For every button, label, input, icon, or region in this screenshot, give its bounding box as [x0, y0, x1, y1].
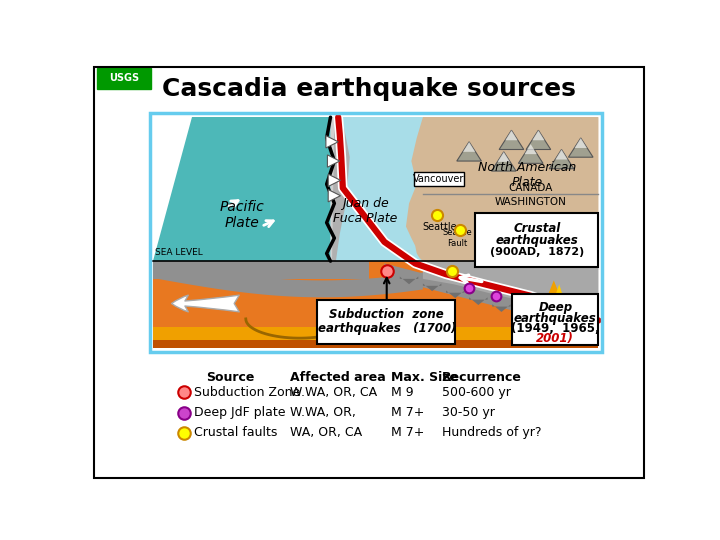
Polygon shape [332, 117, 350, 261]
Text: M 9: M 9 [390, 386, 413, 399]
Polygon shape [400, 276, 418, 284]
Polygon shape [550, 284, 567, 311]
Polygon shape [518, 144, 543, 164]
Polygon shape [446, 291, 464, 298]
Text: Affected area: Affected area [290, 372, 386, 384]
Text: Recurrence: Recurrence [442, 372, 522, 384]
Polygon shape [328, 155, 340, 167]
Text: earthquakes: earthquakes [495, 234, 578, 247]
Polygon shape [575, 138, 587, 148]
Polygon shape [330, 117, 348, 261]
Text: Seattle
Fault: Seattle Fault [443, 228, 472, 248]
Polygon shape [153, 261, 369, 279]
Text: CANADA: CANADA [508, 183, 553, 193]
Polygon shape [153, 327, 598, 348]
Polygon shape [539, 280, 570, 319]
Text: Subduction  zone: Subduction zone [329, 308, 444, 321]
Polygon shape [330, 117, 423, 261]
Polygon shape [406, 117, 598, 261]
Text: 30-50 yr: 30-50 yr [442, 406, 495, 420]
Text: earthquakes   (1700): earthquakes (1700) [318, 322, 456, 335]
Polygon shape [469, 298, 487, 305]
Polygon shape [525, 144, 537, 154]
Text: SEA LEVEL: SEA LEVEL [155, 248, 203, 257]
Polygon shape [555, 150, 567, 159]
Polygon shape [423, 261, 598, 318]
Polygon shape [153, 117, 330, 261]
Text: Vancouver: Vancouver [413, 174, 464, 184]
Polygon shape [326, 136, 338, 148]
FancyBboxPatch shape [475, 213, 598, 267]
Text: Crustal: Crustal [513, 222, 560, 235]
Polygon shape [384, 264, 598, 333]
Polygon shape [498, 152, 510, 162]
Text: USGS: USGS [109, 73, 139, 83]
Polygon shape [568, 138, 593, 157]
Text: Seattle: Seattle [423, 221, 457, 232]
Polygon shape [463, 142, 475, 152]
Polygon shape [456, 142, 482, 161]
Text: 500-600 yr: 500-600 yr [442, 386, 511, 399]
Text: 2001): 2001) [536, 332, 575, 345]
Text: W.WA, OR,: W.WA, OR, [290, 406, 356, 420]
FancyBboxPatch shape [97, 68, 151, 89]
Text: North American
Plate: North American Plate [478, 161, 576, 189]
Polygon shape [153, 261, 423, 298]
Polygon shape [505, 130, 518, 140]
Text: Subduction Zone: Subduction Zone [194, 386, 300, 399]
Text: Pacific
Plate: Pacific Plate [220, 200, 264, 230]
Text: Juan de
Fuca Plate: Juan de Fuca Plate [333, 197, 397, 225]
Text: Cascadia earthquake sources: Cascadia earthquake sources [162, 77, 576, 102]
Polygon shape [526, 130, 551, 150]
Text: Deep JdF plate: Deep JdF plate [194, 406, 286, 420]
Polygon shape [516, 311, 534, 319]
FancyBboxPatch shape [415, 172, 464, 186]
Polygon shape [328, 174, 341, 186]
Polygon shape [562, 325, 580, 333]
Polygon shape [423, 117, 598, 261]
Polygon shape [539, 318, 557, 326]
Polygon shape [492, 304, 510, 312]
Text: Max. Size: Max. Size [390, 372, 458, 384]
FancyBboxPatch shape [512, 294, 598, 345]
Polygon shape [153, 261, 598, 348]
Text: (900AD,  1872): (900AD, 1872) [490, 247, 584, 257]
Text: Hundreds of yr?: Hundreds of yr? [442, 427, 541, 440]
Polygon shape [328, 190, 341, 202]
Text: Deep: Deep [539, 301, 572, 314]
Polygon shape [492, 152, 516, 171]
Text: M 7+: M 7+ [390, 427, 424, 440]
Polygon shape [330, 117, 423, 261]
Polygon shape [423, 284, 441, 291]
Polygon shape [549, 150, 574, 168]
Polygon shape [153, 340, 598, 348]
Text: M 7+: M 7+ [390, 406, 424, 420]
Text: (1949,  1965,: (1949, 1965, [511, 322, 600, 335]
Polygon shape [499, 130, 523, 150]
Text: Source: Source [206, 372, 254, 384]
Text: WASHINGTON: WASHINGTON [495, 197, 567, 207]
Polygon shape [532, 130, 544, 140]
Text: Crustal faults: Crustal faults [194, 427, 278, 440]
Text: earthquakes: earthquakes [514, 312, 597, 325]
FancyBboxPatch shape [318, 300, 455, 343]
Text: W.WA, OR, CA: W.WA, OR, CA [290, 386, 377, 399]
Text: WA, OR, CA: WA, OR, CA [290, 427, 363, 440]
